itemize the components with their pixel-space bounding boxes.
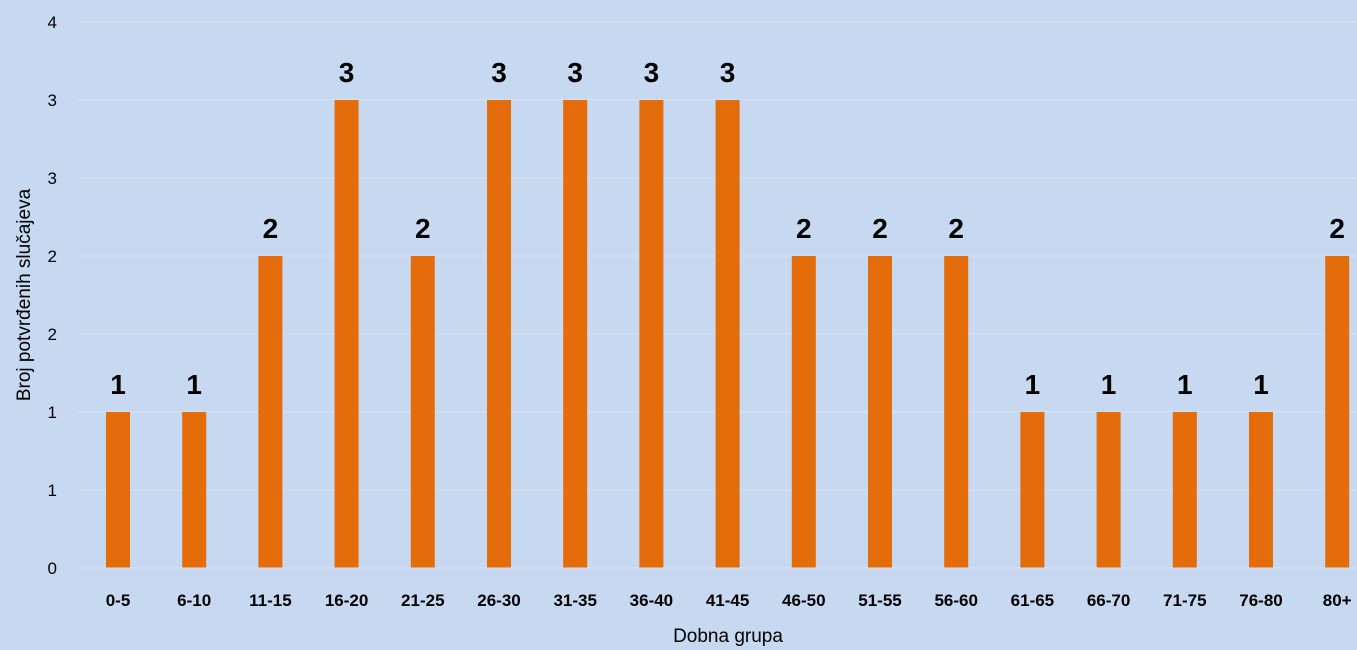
- data-label: 3: [644, 57, 660, 88]
- data-label: 1: [110, 369, 126, 400]
- bars: [106, 100, 1350, 568]
- data-label: 3: [339, 57, 355, 88]
- data-label: 3: [491, 57, 507, 88]
- x-tick-label: 26-30: [477, 591, 520, 610]
- y-tick-label: 2: [48, 325, 57, 344]
- bar-56-60: [944, 256, 969, 568]
- y-tick-label: 0: [48, 559, 57, 578]
- data-labels: 1 1 2 3 2 3 3 3 3 2 2 2 1 1 1 1 2: [110, 57, 1345, 400]
- bar-16-20: [334, 100, 359, 568]
- x-tick-label: 80+: [1323, 591, 1352, 610]
- bar-0-5: [106, 412, 130, 568]
- x-tick-label: 6-10: [177, 591, 211, 610]
- x-axis-title: Dobna grupa: [673, 626, 783, 647]
- bar-31-35: [563, 100, 588, 568]
- y-tick-label: 4: [48, 13, 57, 32]
- data-label: 2: [263, 213, 279, 244]
- bar-26-30: [487, 100, 511, 568]
- y-tick-label: 3: [48, 169, 57, 188]
- data-label: 2: [1329, 213, 1345, 244]
- bar-51-55: [868, 256, 892, 568]
- x-tick-label: 16-20: [325, 591, 368, 610]
- x-tick-label: 31-35: [553, 591, 596, 610]
- x-tick-label: 11-15: [249, 591, 292, 610]
- data-label: 2: [948, 213, 964, 244]
- x-tick-label: 46-50: [782, 591, 825, 610]
- x-tick-label: 71-75: [1163, 591, 1206, 610]
- data-label: 1: [1177, 369, 1193, 400]
- y-tick-label: 2: [48, 247, 57, 266]
- x-tick-label: 76-80: [1239, 591, 1282, 610]
- data-label: 3: [720, 57, 736, 88]
- data-label: 1: [1025, 369, 1041, 400]
- x-tick-label: 56-60: [934, 591, 977, 610]
- bar-11-15: [258, 256, 283, 568]
- x-tick-label: 66-70: [1087, 591, 1130, 610]
- bar-61-65: [1020, 412, 1045, 568]
- data-label: 1: [1101, 369, 1117, 400]
- bar-21-25: [410, 256, 435, 568]
- data-label: 1: [186, 369, 202, 400]
- y-tick-label: 3: [48, 91, 57, 110]
- data-label: 3: [567, 57, 583, 88]
- y-axis-title: Broj potvrđenih slučajeva: [14, 188, 35, 401]
- data-label: 2: [415, 213, 431, 244]
- bar-76-80: [1249, 412, 1273, 568]
- x-tick-label: 41-45: [706, 591, 749, 610]
- y-tick-label: 1: [48, 403, 57, 422]
- data-label: 2: [872, 213, 888, 244]
- x-tick-label: 0-5: [106, 591, 131, 610]
- bar-46-50: [791, 256, 816, 568]
- y-tick-label: 1: [48, 481, 57, 500]
- bar-36-40: [639, 100, 664, 568]
- bar-41-45: [715, 100, 740, 568]
- y-axis-ticks: 0 1 1 2 2 3 3 4: [48, 13, 57, 578]
- x-tick-label: 51-55: [858, 591, 901, 610]
- bar-71-75: [1172, 412, 1197, 568]
- x-tick-label: 21-25: [401, 591, 444, 610]
- bar-66-70: [1096, 412, 1121, 568]
- bar-80+: [1325, 256, 1350, 568]
- bar-6-10: [182, 412, 207, 568]
- data-label: 1: [1253, 369, 1269, 400]
- x-tick-label: 36-40: [630, 591, 673, 610]
- x-tick-label: 61-65: [1011, 591, 1054, 610]
- data-label: 2: [796, 213, 812, 244]
- x-axis-ticks: 0-5 6-10 11-15 16-20 21-25 26-30 31-35 36-40 41-…: [106, 591, 1352, 610]
